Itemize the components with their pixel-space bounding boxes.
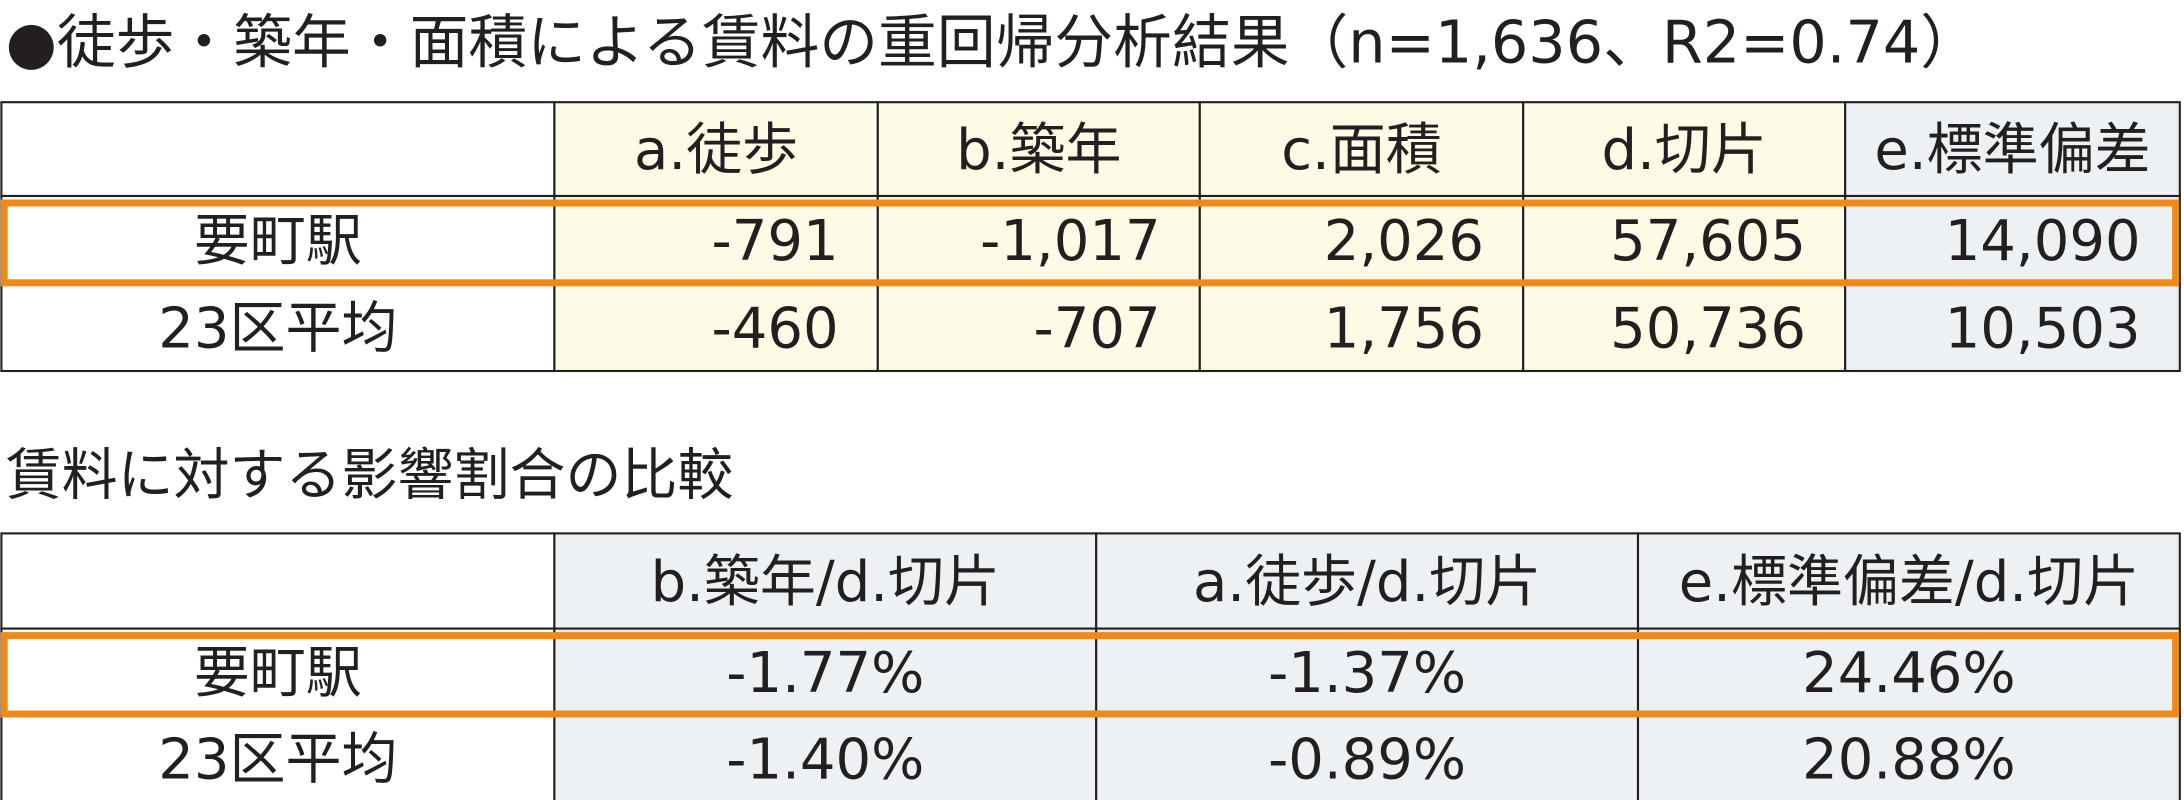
table-cell — [876, 194, 1201, 286]
row-highlight — [0, 199, 2180, 287]
cell-value: 57,605 — [1610, 209, 1806, 274]
column-header: e.標準偏差 — [1874, 118, 2150, 183]
table-cell — [0, 627, 556, 717]
column-header: a.徒歩/d.切片 — [1193, 550, 1541, 615]
cell-value: 2,026 — [1324, 209, 1484, 274]
table-cell — [1636, 627, 2181, 717]
cell-value: -0.89% — [1268, 728, 1466, 793]
row-highlight — [0, 632, 2180, 718]
cell-value: 10,503 — [1945, 296, 2141, 361]
cell-value: 24.46% — [1802, 641, 2015, 706]
cell-value: -791 — [712, 209, 839, 274]
table-cell — [1095, 714, 1640, 800]
table-cell — [1522, 283, 1847, 373]
column-header: c.面積 — [1281, 118, 1442, 183]
row-label: 23区平均 — [158, 728, 397, 793]
cell-value: -1.40% — [726, 728, 924, 793]
cell-value: 1,756 — [1324, 296, 1484, 361]
row-label: 23区平均 — [158, 296, 397, 361]
cell-value: -1.77% — [726, 641, 924, 706]
table-cell — [1522, 194, 1847, 286]
column-header: b.築年/d.切片 — [651, 550, 1000, 615]
table-cell — [553, 101, 879, 198]
cell-value: -707 — [1034, 296, 1161, 361]
subtitle: 賃料に対する影響割合の比較 — [6, 443, 734, 508]
cell-value: -1.37% — [1268, 641, 1466, 706]
table-cell — [1844, 194, 2181, 286]
cell-value: 50,736 — [1610, 296, 1806, 361]
table-cell — [0, 532, 556, 630]
table-cell — [1636, 532, 2181, 630]
table-cell — [0, 194, 556, 286]
title: ●徒歩・築年・面積による賃料の重回帰分析結果（n=1,636、R2=0.74） — [6, 7, 1979, 76]
column-header: a.徒歩 — [634, 118, 798, 183]
column-header: e.標準偏差/d.切片 — [1679, 550, 2139, 615]
table-cell — [876, 101, 1201, 198]
table-cell — [1522, 101, 1847, 198]
table-cell — [1095, 627, 1640, 717]
table-cell — [0, 101, 556, 198]
table-cell — [553, 532, 1098, 630]
table-cell — [553, 714, 1098, 800]
row-label: 要町駅 — [194, 641, 362, 706]
table-cell — [1636, 714, 2181, 800]
table-cell — [0, 283, 556, 373]
cell-value: 14,090 — [1945, 209, 2141, 274]
table-cell — [553, 283, 879, 373]
cell-value: -460 — [712, 296, 839, 361]
table-cell — [553, 627, 1098, 717]
table-cell — [1844, 283, 2181, 373]
cell-value: -1,017 — [980, 209, 1160, 274]
column-header: b.築年 — [956, 118, 1121, 183]
column-header: d.切片 — [1602, 118, 1767, 183]
cell-value: 20.88% — [1802, 728, 2015, 793]
row-label: 要町駅 — [194, 209, 362, 274]
table-cell — [1198, 101, 1525, 198]
